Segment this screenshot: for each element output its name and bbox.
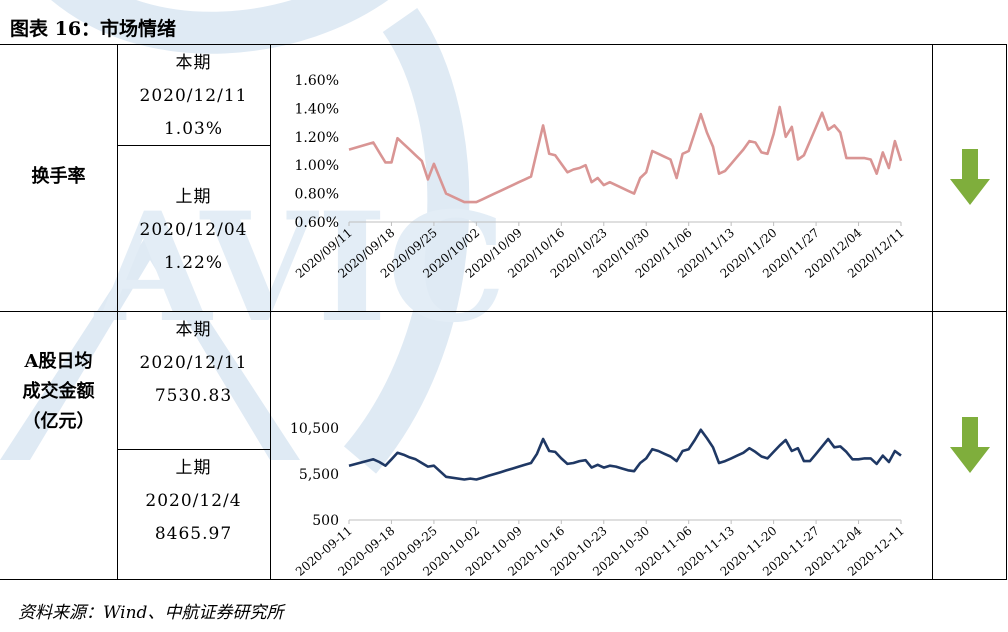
row-label-line: 成交金额 (22, 381, 95, 402)
period-date: 2020/12/4 (145, 491, 242, 511)
period-date: 2020/12/11 (139, 86, 248, 106)
y-tick-label: 500 (312, 513, 339, 529)
y-tick-label: 10,500 (290, 421, 339, 437)
row-label-turnover: 换手率 (0, 162, 117, 192)
period-date: 2020/12/11 (139, 353, 248, 373)
series-line (348, 428, 902, 481)
row-label-turnover-amount: A股日均 成交金额 （亿元） (0, 347, 117, 437)
period-label: 上期 (175, 187, 212, 207)
y-tick-label: 1.40% (295, 101, 339, 117)
period-label: 本期 (175, 53, 212, 73)
row-label-line: （亿元） (22, 411, 95, 432)
period-date: 2020/12/04 (139, 220, 248, 240)
current-period-cell: 本期 2020/12/11 1.03% (117, 47, 270, 146)
y-tick-label: 1.00% (295, 158, 339, 174)
source-note: 资料来源：Wind、中航证券研究所 (18, 603, 284, 623)
period-value: 1.22% (163, 253, 223, 273)
turnover-rate-chart: 0.60%0.80%1.00%1.20%1.40%1.60%2020/09/11… (293, 73, 907, 281)
period-label: 上期 (175, 458, 212, 478)
turnover-amount-chart: 5005,50010,5002020-09-112020-09-182020-0… (290, 421, 907, 578)
y-tick-label: 0.80% (295, 187, 339, 203)
y-tick-label: 5,500 (299, 467, 339, 483)
previous-period-cell: 上期 2020/12/4 8465.97 (117, 452, 270, 551)
period-value: 7530.83 (154, 386, 233, 406)
period-label: 本期 (175, 320, 212, 340)
row-label-line: A股日均 (24, 351, 93, 372)
current-period-cell: 本期 2020/12/11 7530.83 (117, 314, 270, 413)
y-tick-label: 1.60% (295, 73, 339, 89)
series-line (348, 105, 903, 204)
row-label-line: 换手率 (31, 166, 86, 187)
y-tick-label: 0.60% (295, 215, 339, 231)
market-sentiment-table: 换手率 本期 2020/12/11 1.03% 上期 2020/12/04 1.… (0, 44, 1007, 580)
down-arrow-icon (950, 417, 990, 473)
previous-period-cell: 上期 2020/12/04 1.22% (117, 181, 270, 280)
period-value: 8465.97 (154, 524, 233, 544)
down-arrow-icon (950, 149, 990, 205)
period-value: 1.03% (163, 119, 223, 139)
figure-title: 图表 16：市场情绪 (10, 18, 177, 40)
y-tick-label: 1.20% (295, 130, 339, 146)
